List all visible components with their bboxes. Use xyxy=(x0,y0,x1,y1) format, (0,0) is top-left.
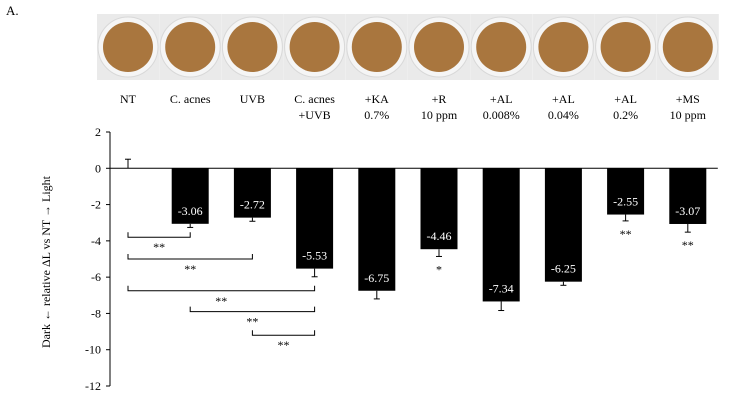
data-label: -3.07 xyxy=(675,204,700,218)
sample-photo xyxy=(414,22,464,72)
significance-mark: * xyxy=(436,262,442,276)
sample-photo xyxy=(289,22,340,72)
data-label: -4.46 xyxy=(427,229,452,243)
significance-mark: ** xyxy=(682,238,694,252)
bar xyxy=(358,168,396,291)
sample-photo xyxy=(103,22,153,72)
sample-photo xyxy=(662,22,713,72)
comparison-label: ** xyxy=(184,262,196,276)
category-label: C. acnes xyxy=(294,92,335,106)
data-label: -2.55 xyxy=(613,195,638,209)
category-label: +AL xyxy=(552,92,575,106)
category-label: 0.008% xyxy=(483,108,520,122)
comparison-bracket xyxy=(189,306,316,313)
y-tick-label: 0 xyxy=(95,161,101,175)
sample-photo xyxy=(227,22,278,72)
comparison-label: ** xyxy=(153,240,165,254)
bar xyxy=(607,168,645,215)
comparison-bracket xyxy=(127,285,316,292)
data-label: -6.75 xyxy=(364,271,389,285)
sample-photo xyxy=(351,22,402,72)
y-tick-label: -8 xyxy=(91,306,101,320)
comparison-label: ** xyxy=(278,338,290,352)
bar xyxy=(420,168,458,250)
category-label: 10 ppm xyxy=(670,108,707,122)
y-tick-label: -6 xyxy=(91,270,101,284)
bar xyxy=(482,168,520,302)
bar xyxy=(171,168,209,224)
sample-photo xyxy=(476,22,527,72)
category-label: NT xyxy=(120,92,137,106)
y-tick-label: -12 xyxy=(85,379,101,393)
category-label: +AL xyxy=(490,92,513,106)
category-label: UVB xyxy=(240,92,265,106)
category-label: +AL xyxy=(614,92,637,106)
category-label: 0.7% xyxy=(364,108,389,122)
y-tick-label: 2 xyxy=(95,125,101,139)
comparison-bracket xyxy=(127,254,253,260)
comparison-bracket xyxy=(251,330,316,336)
bar xyxy=(669,168,707,224)
comparison-label: ** xyxy=(246,315,258,329)
y-axis-title: Dark ← relative ΔL vs NT → Light xyxy=(39,175,53,348)
category-label: +MS xyxy=(676,92,700,106)
category-label: +R xyxy=(432,92,447,106)
bar xyxy=(233,168,271,218)
category-label: 0.2% xyxy=(613,108,638,122)
category-label: 0.04% xyxy=(548,108,579,122)
category-label: +UVB xyxy=(299,108,331,122)
category-label: C. acnes xyxy=(170,92,211,106)
y-tick-label: -2 xyxy=(91,198,101,212)
data-label: -7.34 xyxy=(489,281,514,295)
data-label: -3.06 xyxy=(178,204,203,218)
bar xyxy=(296,168,334,269)
sample-photo xyxy=(600,22,651,72)
data-label: -2.72 xyxy=(240,198,265,212)
category-label: +KA xyxy=(365,92,389,106)
comparison-bracket xyxy=(127,232,191,238)
panel-label: A. xyxy=(6,3,19,18)
sample-photo xyxy=(165,22,216,72)
sample-photo xyxy=(538,22,589,72)
comparison-label: ** xyxy=(215,294,227,308)
y-tick-label: -4 xyxy=(91,234,101,248)
category-label: 10 ppm xyxy=(421,108,458,122)
y-tick-label: -10 xyxy=(85,343,101,357)
bar xyxy=(544,168,582,282)
data-label: -5.53 xyxy=(302,249,327,263)
significance-mark: ** xyxy=(620,227,632,241)
data-label: -6.25 xyxy=(551,262,576,276)
